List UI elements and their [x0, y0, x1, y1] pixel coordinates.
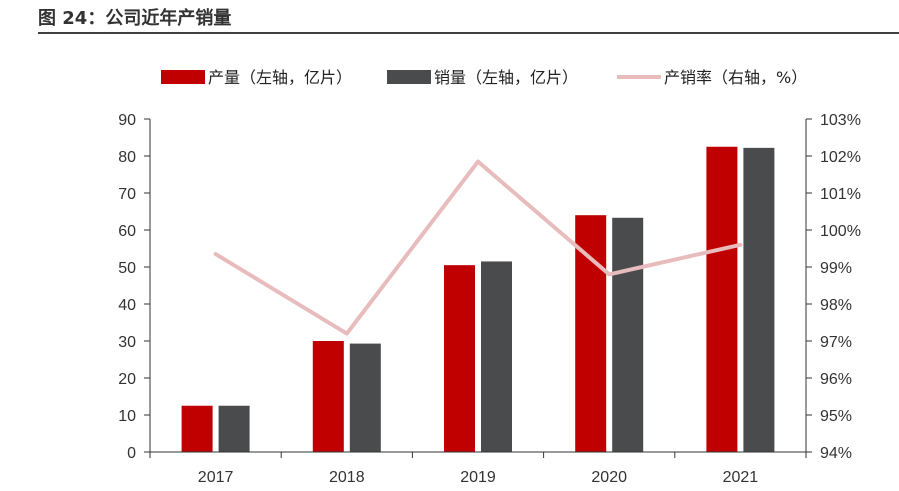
sales-bar-2017 [218, 405, 250, 452]
x-tick-label-2019: 2019 [460, 469, 496, 486]
ratio-line-group [213, 159, 743, 336]
legend-swatch-0 [161, 70, 205, 84]
production-bar-2017 [181, 405, 213, 452]
production-bar-2018 [312, 341, 344, 452]
left-tick-label: 0 [127, 445, 136, 462]
right-tick-label: 101% [820, 186, 861, 203]
legend-label-2: 产销率（右轴，%） [664, 68, 807, 87]
x-tick-label-2018: 2018 [329, 469, 365, 486]
right-tick-label: 95% [820, 408, 852, 425]
legend: 产量（左轴，亿片） 销量（左轴，亿片） 产销率（右轴，%） [161, 68, 807, 87]
sales-bar-2019 [481, 261, 512, 452]
x-tick-label-2020: 2020 [591, 469, 627, 486]
left-tick-label: 30 [118, 334, 136, 351]
figure-title: 图 24：公司近年产销量 [38, 8, 232, 29]
sales-bar-2018 [349, 343, 381, 452]
x-tick-label-2017: 2017 [198, 469, 234, 486]
bars-group [181, 146, 775, 453]
x-tick-label-2021: 2021 [723, 469, 759, 486]
production-bar-2020 [575, 215, 607, 452]
sales-bar-2021 [743, 147, 775, 453]
left-tick-label: 70 [118, 186, 136, 203]
right-tick-label: 102% [820, 149, 861, 166]
title-rule [38, 32, 899, 34]
legend-label-1: 销量（左轴，亿片） [434, 68, 578, 87]
right-tick-label: 96% [820, 371, 852, 388]
ratio-line [213, 159, 743, 336]
right-tick-label: 98% [820, 297, 852, 314]
left-tick-label: 60 [118, 223, 136, 240]
left-tick-label: 10 [118, 408, 136, 425]
right-tick-label: 100% [820, 223, 861, 240]
legend-swatch-1 [387, 70, 431, 84]
left-tick-label: 50 [118, 260, 136, 277]
legend-label-0: 产量（左轴，亿片） [208, 68, 352, 87]
right-tick-label: 94% [820, 445, 852, 462]
right-tick-label: 99% [820, 260, 852, 277]
left-tick-label: 90 [118, 112, 136, 129]
sales-bar-2020 [612, 217, 644, 452]
right-tick-label: 97% [820, 334, 852, 351]
left-tick-label: 80 [118, 149, 136, 166]
production-bar-2019 [444, 265, 475, 452]
left-tick-label: 20 [118, 371, 136, 388]
production-bar-2021 [706, 146, 738, 452]
right-tick-label: 103% [820, 112, 861, 129]
left-tick-label: 40 [118, 297, 136, 314]
axes-group: 0 10 20 30 40 50 60 70 80 90 94% 95% 96% 97% 98% 99% 100… [118, 112, 861, 486]
